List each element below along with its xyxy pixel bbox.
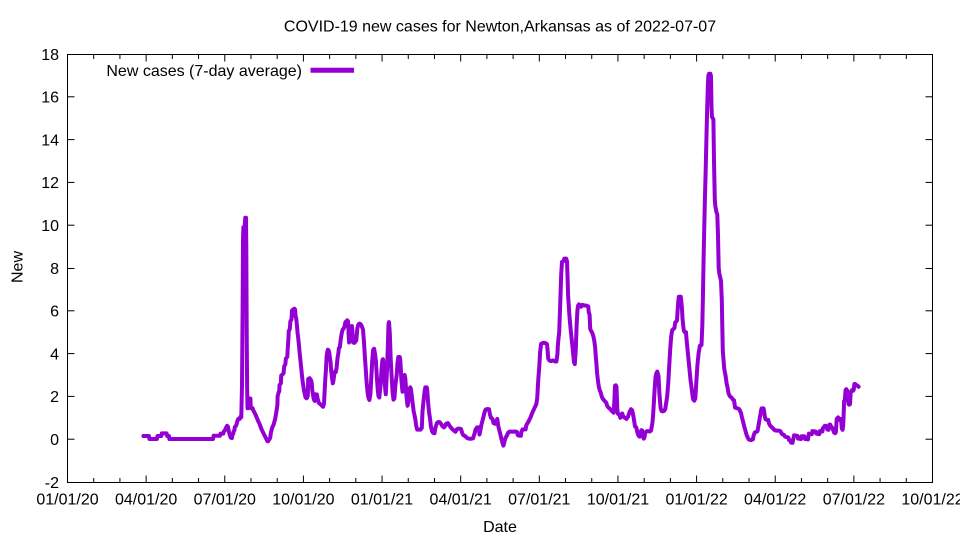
svg-text:COVID-19 new cases for Newton,: COVID-19 new cases for Newton,Arkansas a… xyxy=(284,18,716,35)
svg-text:10/01/21: 10/01/21 xyxy=(587,492,649,509)
svg-text:16: 16 xyxy=(41,90,59,107)
svg-text:6: 6 xyxy=(50,304,59,321)
svg-text:0: 0 xyxy=(50,432,59,449)
svg-text:07/01/20: 07/01/20 xyxy=(194,492,256,509)
svg-text:04/01/20: 04/01/20 xyxy=(115,492,177,509)
svg-text:12: 12 xyxy=(41,175,59,192)
svg-text:10/01/20: 10/01/20 xyxy=(272,492,334,509)
svg-text:New cases (7-day average): New cases (7-day average) xyxy=(106,63,302,80)
svg-text:2: 2 xyxy=(50,389,59,406)
svg-text:8: 8 xyxy=(50,261,59,278)
svg-text:18: 18 xyxy=(41,47,59,64)
svg-text:01/01/22: 01/01/22 xyxy=(665,492,727,509)
svg-text:10: 10 xyxy=(41,218,59,235)
svg-text:-2: -2 xyxy=(45,475,59,492)
svg-text:4: 4 xyxy=(50,346,59,363)
svg-text:07/01/21: 07/01/21 xyxy=(508,492,570,509)
svg-text:14: 14 xyxy=(41,132,59,149)
svg-text:04/01/22: 04/01/22 xyxy=(744,492,806,509)
svg-text:01/01/20: 01/01/20 xyxy=(36,492,98,509)
svg-text:New: New xyxy=(9,251,26,283)
svg-text:10/01/22: 10/01/22 xyxy=(901,492,960,509)
svg-text:04/01/21: 04/01/21 xyxy=(430,492,492,509)
svg-text:Date: Date xyxy=(483,519,517,536)
svg-text:07/01/22: 07/01/22 xyxy=(823,492,885,509)
svg-text:01/01/21: 01/01/21 xyxy=(351,492,413,509)
